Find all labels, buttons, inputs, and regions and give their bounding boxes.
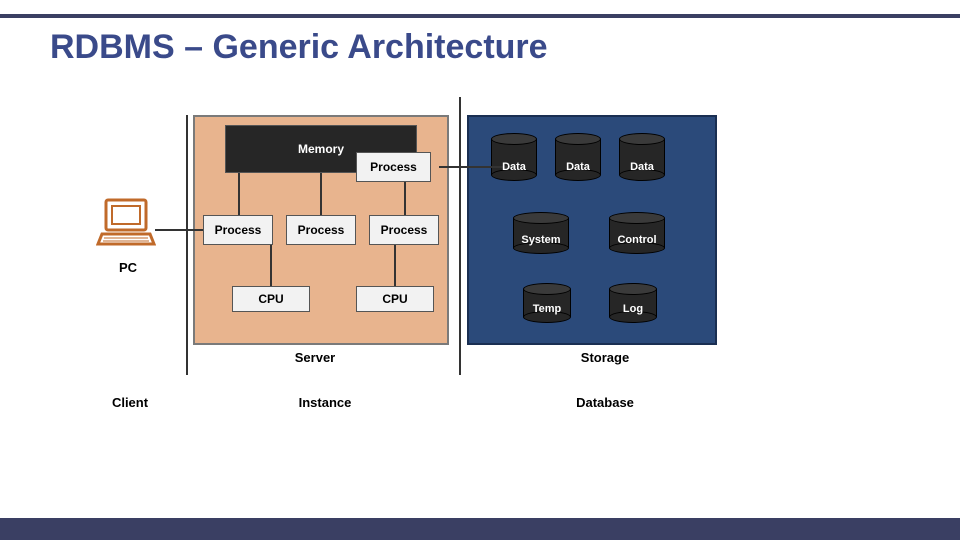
pc-label: PC [98,260,158,275]
connector-line [394,245,396,286]
page-title: RDBMS – Generic Architecture [50,28,548,67]
process-box: Process [286,215,356,245]
cylinder-label: Data [619,161,665,173]
connector-line [320,173,322,215]
connector-line [155,229,203,231]
cylinder-label: Temp [523,303,571,315]
cylinder-label: System [513,234,569,246]
process-label: Process [215,223,262,237]
process-label: Process [381,223,428,237]
cylinder-label: Control [609,234,665,246]
storage-cylinder: Log [609,283,657,323]
process-label: Process [298,223,345,237]
memory-label: Memory [298,142,344,156]
cylinder-label: Data [491,161,537,173]
client-label: Client [90,395,170,410]
cpu-label: CPU [382,292,407,306]
storage-cylinder: Data [555,133,601,181]
server-label: Server [255,350,375,365]
top-accent-line [0,14,960,18]
cpu-label: CPU [258,292,283,306]
laptop-icon [96,196,156,257]
storage-cylinder: System [513,212,569,254]
database-label: Database [545,395,665,410]
process-in-memory: Process [356,152,431,182]
connector-line [238,173,240,215]
footer-bar [0,518,960,540]
cpu-box: CPU [232,286,310,312]
storage-cylinder: Temp [523,283,571,323]
storage-label: Storage [545,350,665,365]
instance-label: Instance [265,395,385,410]
connector-line [404,182,406,215]
connector-line [186,115,188,375]
process-box: Process [203,215,273,245]
process-box: Process [369,215,439,245]
cpu-box: CPU [356,286,434,312]
storage-cylinder: Data [491,133,537,181]
cylinder-label: Log [609,303,657,315]
storage-cylinder: Control [609,212,665,254]
cylinder-label: Data [555,161,601,173]
connector-line [459,97,461,375]
process-mem-label: Process [370,160,417,174]
storage-cylinder: Data [619,133,665,181]
connector-line [270,245,272,286]
